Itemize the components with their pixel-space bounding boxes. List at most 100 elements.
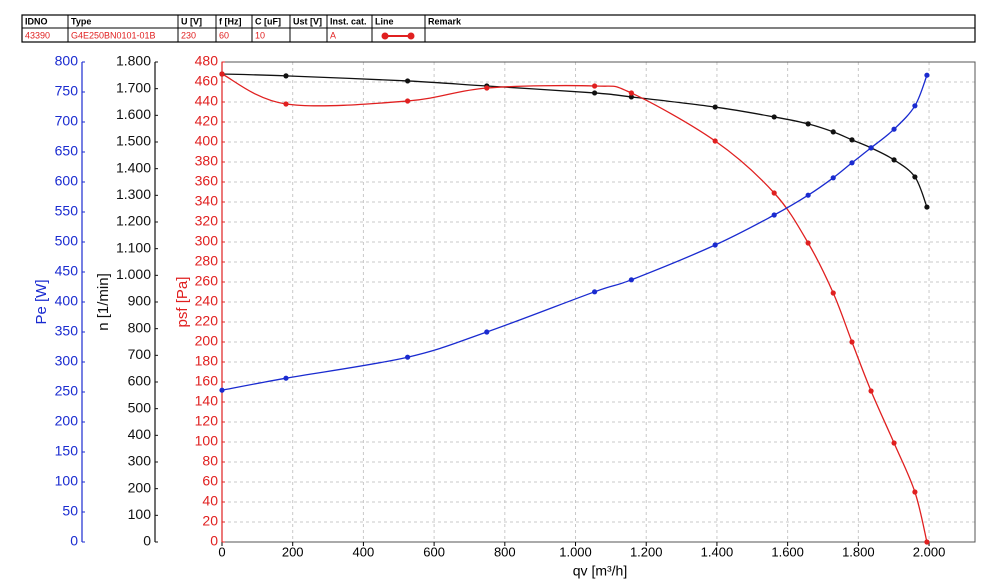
y-tick-label: 250 [55,383,79,399]
y-tick-label: 180 [195,353,219,369]
y-tick-label: 150 [55,443,79,459]
data-point [924,539,930,545]
y-tick-label: 400 [195,133,219,149]
data-point [712,242,718,248]
data-point [404,98,411,104]
y-tick-label: 120 [195,413,219,429]
table-header: C [uF] [255,16,281,26]
y-tick-label: 600 [128,373,152,389]
y-tick-label: 500 [128,399,152,415]
data-point [912,489,918,495]
table-cell: 43390 [25,30,50,40]
y-tick-label: 1.700 [116,79,151,95]
data-point [712,104,718,110]
y-tick-label: 500 [55,233,79,249]
table-header: Inst. cat. [330,16,367,26]
table-cell: A [330,30,336,40]
series-line [221,74,928,391]
y-tick-label: 550 [55,203,79,219]
y-tick-label: 600 [55,173,79,189]
y-tick-label: 340 [195,193,219,209]
y-tick-label: 50 [62,503,78,519]
y-tick-label: 80 [202,453,218,469]
data-point [912,103,918,109]
y-tick-label: 300 [128,453,152,469]
data-point [891,440,897,446]
x-tick-label: 0 [218,544,225,559]
icon-dot [407,32,415,40]
y-tick-label: 40 [202,493,218,509]
y-axis-title: psf [Pa] [174,277,191,328]
data-point [805,121,811,127]
y-tick-label: 20 [202,513,218,529]
data-point [912,174,918,180]
x-tick-label: 800 [494,544,516,559]
x-axis-title: qv [m³/h] [573,563,627,579]
x-tick-label: 1.000 [559,544,592,559]
y-tick-label: 60 [202,473,218,489]
y-tick-label: 0 [70,533,78,549]
y-tick-label: 1.600 [116,106,151,122]
data-point [924,72,930,78]
y-tick-label: 700 [128,346,152,362]
plot-border [221,61,976,543]
data-point [805,240,811,246]
y-tick-label: 220 [195,313,219,329]
y-tick-label: 140 [195,393,219,409]
data-point [283,101,289,107]
y-tick-label: 1.800 [116,53,151,69]
table-header: Ust [V] [293,16,322,26]
y-tick-label: 800 [55,53,79,69]
data-point [830,290,836,296]
y-tick-label: 1.400 [116,159,151,175]
data-point [771,190,777,196]
data-point [628,277,634,283]
y-tick-label: 460 [195,73,219,89]
y-tick-label: 300 [195,233,219,249]
data-point [484,329,490,335]
y-tick-label: 400 [128,426,152,442]
y-tick-label: 420 [195,113,219,129]
data-point [849,339,855,345]
line-icon [381,32,415,40]
y-tick-label: 100 [195,433,219,449]
y-tick-label: 240 [195,293,219,309]
data-point [404,78,411,84]
table-cell: 230 [181,30,196,40]
y-tick-label: 1.200 [116,213,151,229]
y-tick-label: 280 [195,253,219,269]
data-point [283,375,289,381]
table-header: U [V] [181,16,202,26]
y-tick-label: 0 [210,533,218,549]
y-tick-label: 750 [55,83,79,99]
y-tick-label: 380 [195,153,219,169]
data-point [628,90,634,96]
data-point [712,138,718,144]
y-tick-label: 160 [195,373,219,389]
table-header: Remark [428,16,462,26]
data-point [891,126,897,132]
data-point [592,90,598,96]
y-tick-label: 360 [195,173,219,189]
table-cell: 10 [255,30,265,40]
y-tick-label: 1.300 [116,186,151,202]
data-point [849,137,855,143]
data-point [830,175,836,181]
x-tick-label: 1.800 [842,544,875,559]
y-tick-label: 650 [55,143,79,159]
table-cell: G4E250BN0101-01B [71,30,156,40]
data-point [484,85,490,91]
y-tick-label: 200 [128,479,152,495]
y-tick-label: 1.500 [116,133,151,149]
x-tick-label: 200 [282,544,304,559]
y-tick-label: 1.100 [116,239,151,255]
data-point [830,129,836,135]
data-point [592,83,598,89]
series-line [221,73,928,543]
table-header: Type [71,16,91,26]
data-point [628,94,634,100]
y-axis-title: n [1/min] [95,273,112,331]
x-tick-label: 2.000 [913,544,946,559]
y-tick-label: 260 [195,273,219,289]
x-tick-label: 600 [423,544,445,559]
